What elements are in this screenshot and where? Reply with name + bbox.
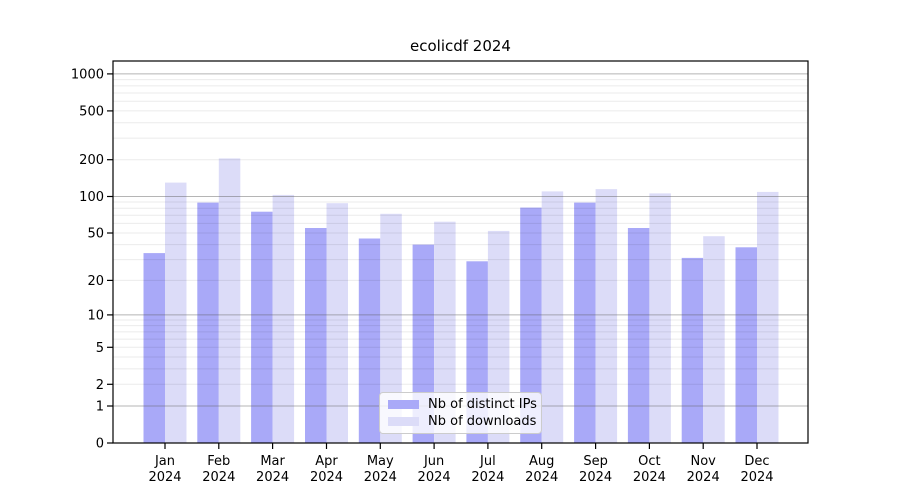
chart-title: ecolicdf 2024 — [410, 37, 511, 55]
x-tick-label-year: 2024 — [148, 470, 181, 485]
x-tick-label-year: 2024 — [525, 470, 558, 485]
y-tick-label: 10 — [87, 308, 104, 323]
bar-downloads — [272, 194, 295, 443]
bar-distinct-ips — [681, 257, 704, 443]
x-tick-label-year: 2024 — [740, 470, 773, 485]
distinct-ips-swatch-icon — [388, 400, 419, 409]
x-tick-label-month: Sep — [583, 454, 608, 469]
x-tick-label-month: May — [367, 454, 394, 469]
bar-downloads — [380, 213, 402, 443]
x-tick-label-year: 2024 — [310, 470, 343, 485]
bar-distinct-ips — [197, 202, 219, 443]
bar-distinct-ips — [520, 207, 542, 443]
x-tick-label-month: Feb — [207, 454, 230, 469]
x-tick-label-year: 2024 — [687, 470, 720, 485]
x-tick-label-year: 2024 — [471, 470, 504, 485]
y-tick-label: 0 — [96, 437, 104, 452]
y-tick-label: 5 — [96, 341, 104, 356]
bar-distinct-ips — [627, 228, 650, 443]
bar-downloads — [757, 191, 779, 443]
x-tick-label-month: Oct — [638, 454, 660, 469]
x-tick-label-year: 2024 — [418, 470, 451, 485]
bar-downloads — [165, 182, 187, 443]
bar-downloads — [595, 189, 618, 443]
bar-downloads — [541, 191, 564, 443]
legend: Nb of distinct IPs Nb of downloads — [379, 392, 542, 434]
x-tick-label-month: Nov — [691, 454, 717, 469]
bar-downloads — [326, 203, 348, 443]
x-tick-label-month: Jul — [479, 454, 496, 469]
x-tick-label-month: Aug — [529, 454, 554, 469]
y-tick-label: 2 — [96, 378, 104, 393]
plot-frame — [112, 60, 809, 444]
x-tick-label-year: 2024 — [364, 470, 397, 485]
x-tick-label-month: Jun — [423, 454, 444, 469]
y-tick-label: 200 — [79, 153, 104, 168]
y-tick-label: 100 — [79, 190, 104, 205]
bar-downloads — [487, 230, 510, 443]
bar-downloads — [649, 193, 671, 443]
bar-downloads — [703, 236, 725, 443]
downloads-swatch-icon — [388, 417, 419, 426]
x-tick-label-year: 2024 — [256, 470, 289, 485]
y-tick-label: 50 — [87, 227, 104, 242]
x-tick-label-month: Jan — [154, 454, 175, 469]
bar-downloads — [434, 221, 456, 443]
bar-distinct-ips — [574, 202, 596, 443]
x-tick-label-year: 2024 — [633, 470, 666, 485]
bar-distinct-ips — [735, 247, 757, 443]
legend-item-distinct-ips: Nb of distinct IPs — [388, 398, 537, 411]
x-tick-label-year: 2024 — [579, 470, 612, 485]
legend-label-distinct-ips: Nb of distinct IPs — [428, 397, 537, 412]
bar-distinct-ips — [143, 253, 165, 443]
y-tick-label: 1 — [96, 400, 104, 415]
x-tick-label-month: Apr — [315, 454, 338, 469]
y-tick-label: 20 — [87, 274, 104, 289]
y-tick-label: 500 — [79, 104, 104, 119]
bar-distinct-ips — [305, 228, 327, 443]
x-tick-label-month: Mar — [260, 454, 285, 469]
legend-label-downloads: Nb of downloads — [428, 414, 537, 429]
x-tick-label-month: Dec — [744, 454, 769, 469]
bar-distinct-ips — [358, 238, 381, 443]
bar-distinct-ips — [251, 211, 273, 443]
bar-downloads — [218, 158, 241, 443]
y-tick-label: 1000 — [71, 67, 104, 82]
x-tick-label-year: 2024 — [202, 470, 235, 485]
legend-item-downloads: Nb of downloads — [388, 414, 537, 429]
